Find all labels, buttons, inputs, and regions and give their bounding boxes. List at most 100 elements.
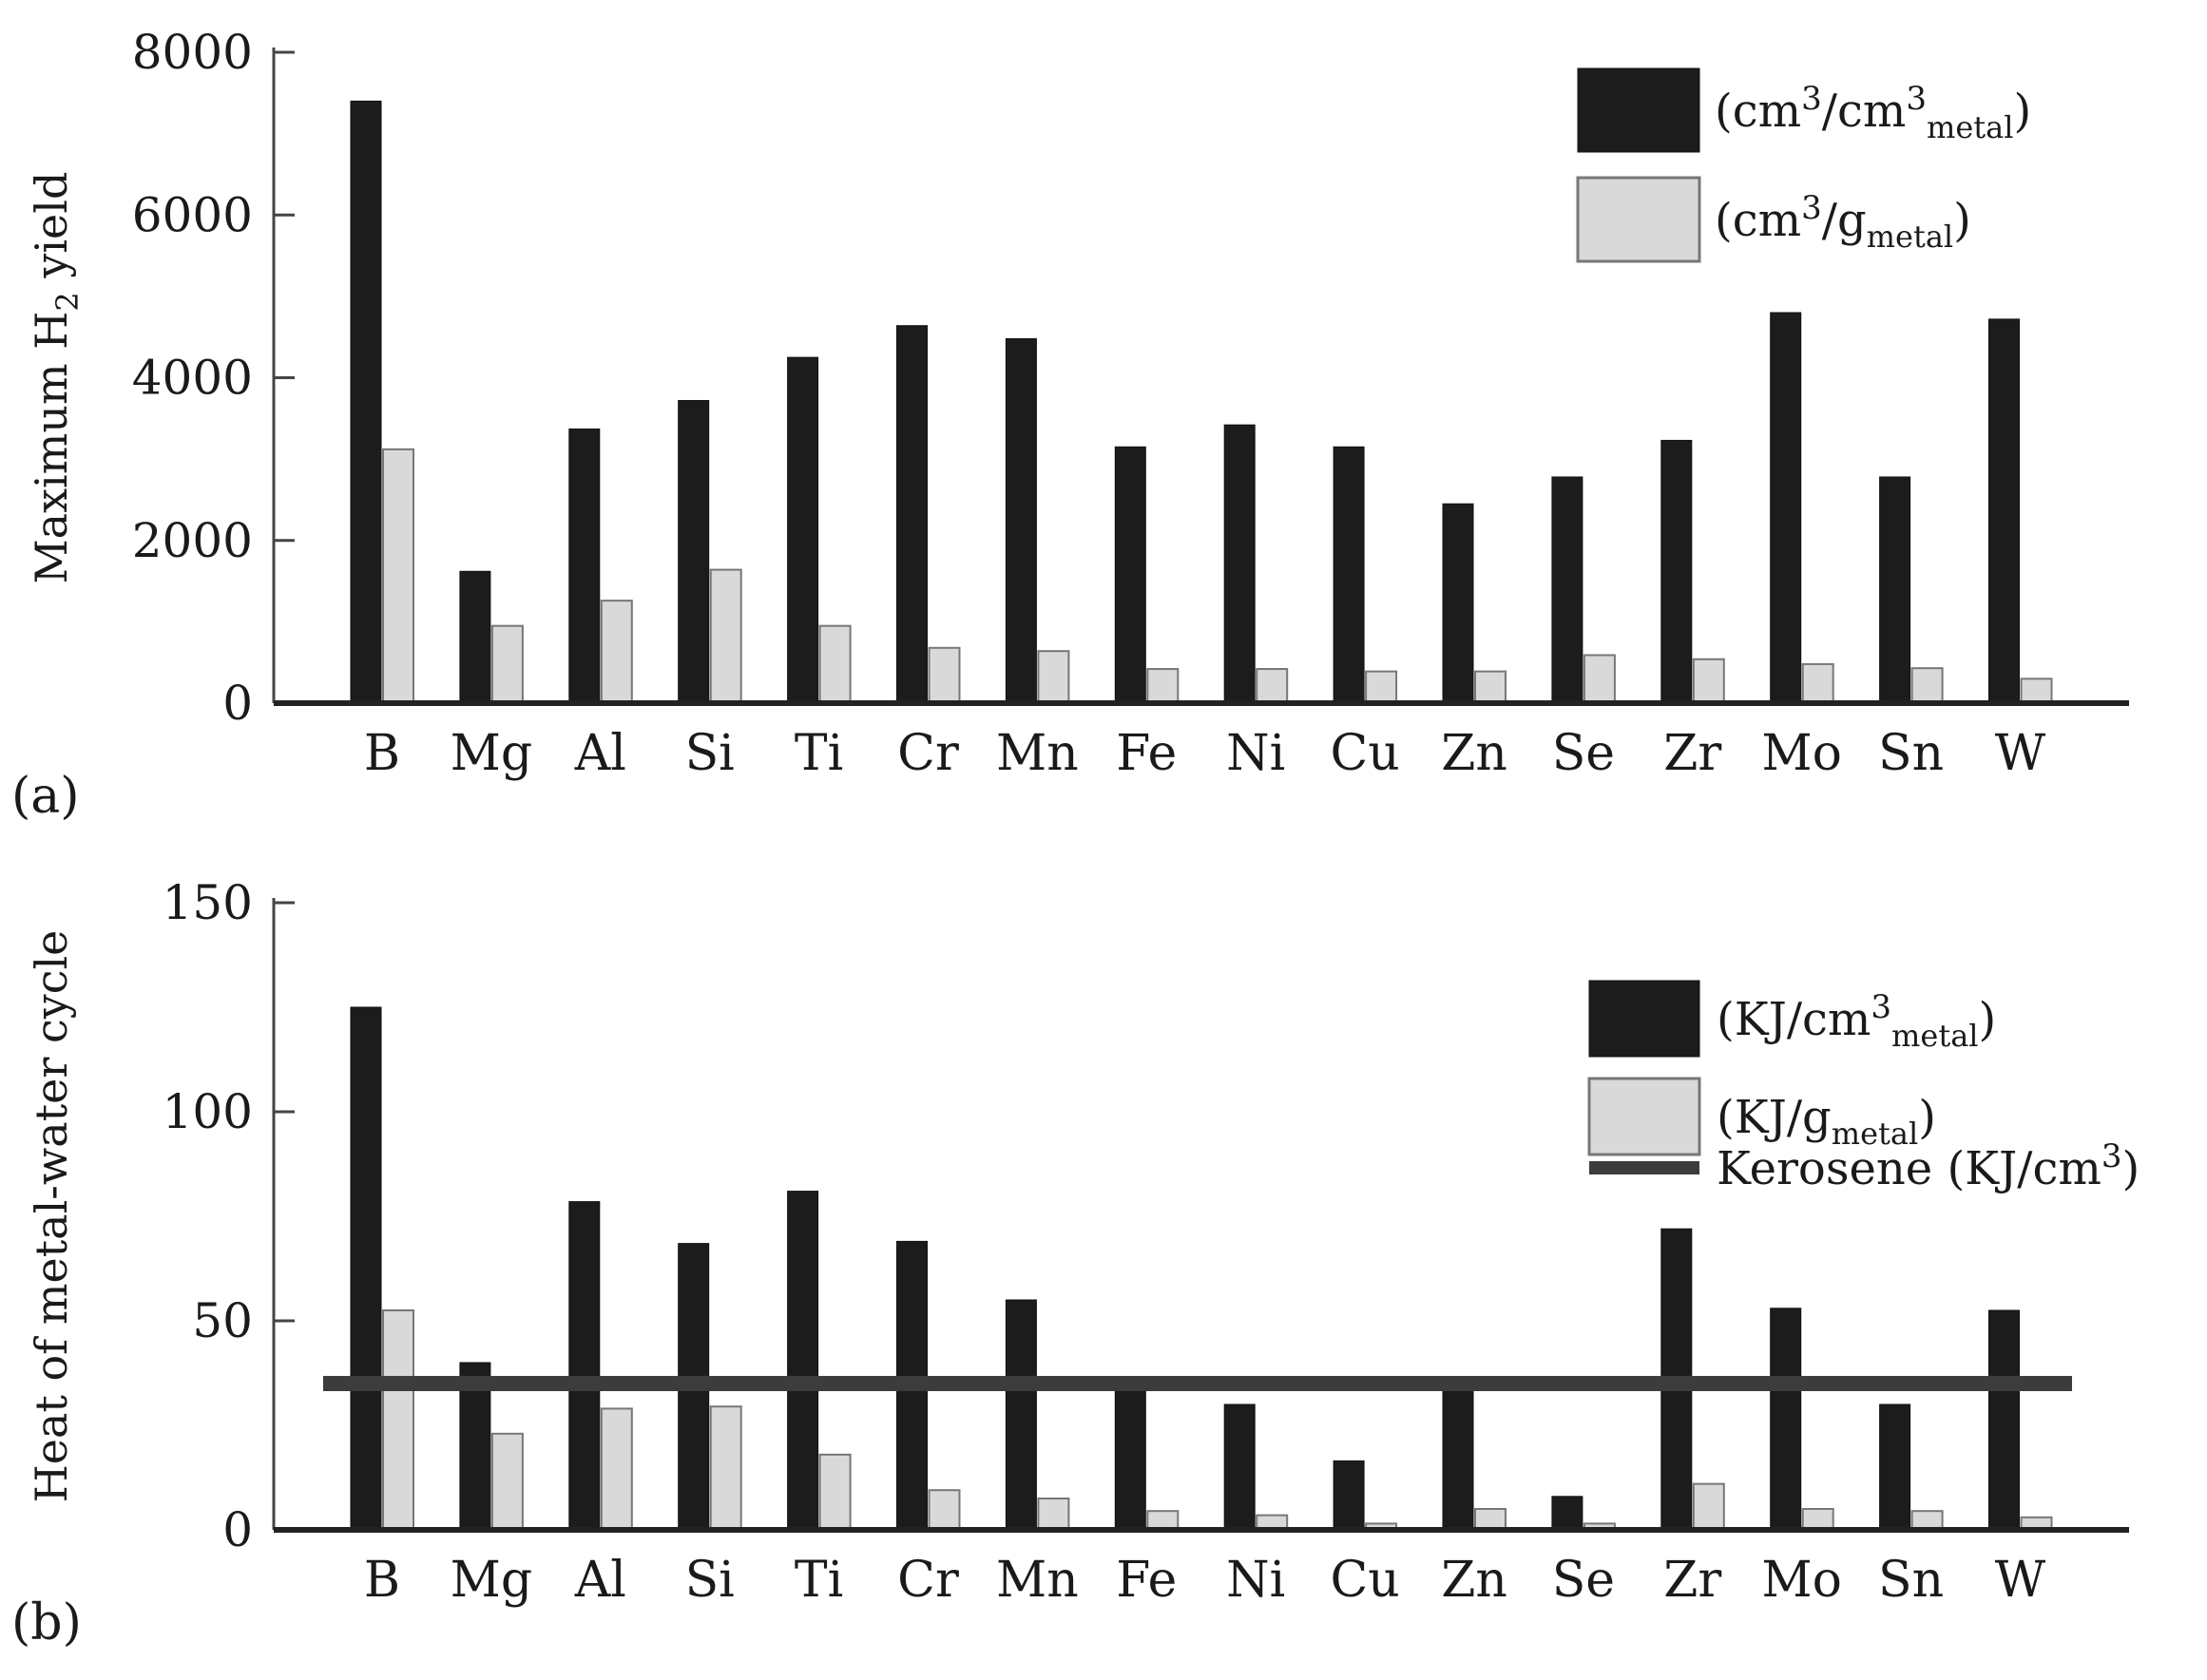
x-tick-label-ni: Ni [1226, 725, 1285, 782]
dark-bar-mo [1770, 1308, 1802, 1531]
legend-text: ) [2013, 85, 2031, 138]
light-bar-zn [1474, 670, 1507, 705]
dark-bar-zn [1442, 1386, 1474, 1531]
legend-text: (KJ/cm [1717, 993, 1871, 1046]
legend-text: (cm [1715, 85, 1801, 138]
dark-bar-cu [1333, 1460, 1365, 1531]
dark-bar-zn [1442, 503, 1474, 704]
light-bar-mn [1037, 1498, 1070, 1531]
x-tick-label-mo: Mo [1761, 725, 1842, 782]
legend-label: (KJ/cm3metal) [1717, 988, 1996, 1054]
x-tick-label-w: W [1995, 725, 2046, 782]
x-tick-label-w: W [1995, 1552, 2046, 1609]
legend-light-swatch [1576, 176, 1701, 263]
legend: (cm3/cm3metal)(cm3/gmetal) [1576, 67, 2031, 263]
legend-subscript: metal [1832, 1116, 1918, 1152]
x-tick-label-si: Si [685, 1552, 735, 1609]
legend-label: (cm3/cm3metal) [1715, 80, 2031, 145]
dark-bar-se [1551, 476, 1583, 704]
legend-superscript: 3 [1801, 189, 1822, 227]
legend-dark-swatch [1588, 980, 1700, 1058]
panel-a-chart: 0 2000 4000 6000 8000 Maximum H2 yield B Mg Al Si… [11, 25, 2129, 825]
light-bar-mo [1801, 1508, 1834, 1531]
dark-bar-mo [1770, 312, 1802, 704]
x-tick-label-mg: Mg [451, 1552, 533, 1609]
dark-bar-sn [1879, 476, 1911, 704]
x-tick-label-cu: Cu [1330, 725, 1399, 782]
light-bar-cu [1365, 670, 1398, 705]
legend-text: /g [1822, 194, 1867, 247]
light-bar-se [1583, 654, 1616, 705]
panel-label: (b) [11, 1594, 82, 1651]
legend-label: (KJ/gmetal) [1717, 1091, 1936, 1152]
dark-bar-w [1988, 318, 2020, 704]
y-axis-title: Maximum H2 yield [26, 172, 86, 584]
light-bar-zr [1692, 1482, 1725, 1531]
light-bar-si [709, 1405, 742, 1531]
light-bar-al [600, 1407, 633, 1532]
light-bar-sn [1910, 667, 1944, 705]
legend-label: (cm3/gmetal) [1715, 189, 1971, 255]
dark-bar-ti [787, 1191, 819, 1531]
x-tick-label-mo: Mo [1761, 1552, 1842, 1609]
legend-dark-swatch [1577, 67, 1700, 153]
dark-bar-se [1551, 1496, 1583, 1531]
y-tick-label: 0 [222, 1502, 253, 1557]
light-bar-ni [1256, 668, 1289, 704]
light-bar-mg [490, 1432, 524, 1532]
light-bar-cr [928, 646, 961, 705]
legend-light-swatch [1587, 1077, 1701, 1156]
y-tick-label: 50 [192, 1293, 253, 1348]
legend-superscript: 3 [1801, 80, 1822, 118]
x-tick-label-cu: Cu [1330, 1552, 1399, 1609]
y-axis-title-tail: yield [26, 172, 77, 293]
dark-bar-sn [1879, 1403, 1911, 1531]
x-tick-label-ti: Ti [795, 725, 843, 782]
legend-label: Kerosene (KJ/cm3) [1717, 1137, 2140, 1195]
x-tick-label-mn: Mn [996, 1552, 1079, 1609]
legend-text: (KJ/g [1717, 1091, 1832, 1144]
legend-text: (cm [1715, 194, 1801, 247]
dark-bar-mn [1005, 337, 1037, 704]
light-bar-mg [490, 624, 524, 704]
x-tick-label-se: Se [1552, 1552, 1615, 1609]
x-tick-label-cr: Cr [897, 725, 959, 782]
dark-bar-mn [1005, 1299, 1037, 1531]
dark-bar-al [568, 428, 601, 704]
legend-text: ) [1918, 1091, 1936, 1144]
light-bar-b [382, 1309, 414, 1531]
x-tick-label-sn: Sn [1878, 725, 1944, 782]
x-tick-label-ni: Ni [1226, 1552, 1285, 1609]
x-tick-label-b: B [364, 725, 400, 782]
x-tick-label-ti: Ti [795, 1552, 843, 1609]
dark-bar-fe [1114, 446, 1146, 704]
dark-bar-si [678, 399, 710, 704]
y-tick-label: 4000 [132, 351, 253, 406]
light-bar-zr [1692, 658, 1725, 705]
legend-text: ) [1979, 993, 1997, 1046]
x-tick-label-se: Se [1552, 725, 1615, 782]
light-bar-si [709, 568, 742, 705]
light-bar-ti [818, 1453, 852, 1532]
dark-bar-b [350, 1006, 382, 1531]
y-axis-title-main: Maximum H [26, 312, 77, 584]
legend-superscript: 3 [1906, 80, 1927, 118]
panel-b-chart: 0 50 100 150 Heat of metal-water cycle B Mg Al S… [11, 875, 2140, 1651]
x-tick-label-sn: Sn [1878, 1552, 1944, 1609]
legend-subscript: metal [1927, 109, 2013, 145]
dark-bar-cr [896, 325, 928, 704]
y-tick-label: 100 [163, 1084, 253, 1139]
y-axis-title: Heat of metal-water cycle [26, 930, 77, 1503]
x-tick-label-al: Al [574, 1552, 626, 1609]
legend-superscript: 3 [1871, 988, 1891, 1026]
light-bar-mo [1801, 662, 1834, 705]
legend-superscript: 3 [2101, 1137, 2122, 1175]
light-bar-mn [1037, 650, 1070, 705]
light-bar-cr [928, 1489, 961, 1531]
dark-bar-ni [1223, 1403, 1256, 1531]
dark-bar-w [1988, 1309, 2020, 1531]
y-tick-label: 6000 [132, 187, 253, 242]
dark-bar-cu [1333, 446, 1365, 704]
dark-bar-ni [1223, 424, 1256, 704]
y-tick-label: 8000 [132, 25, 253, 80]
